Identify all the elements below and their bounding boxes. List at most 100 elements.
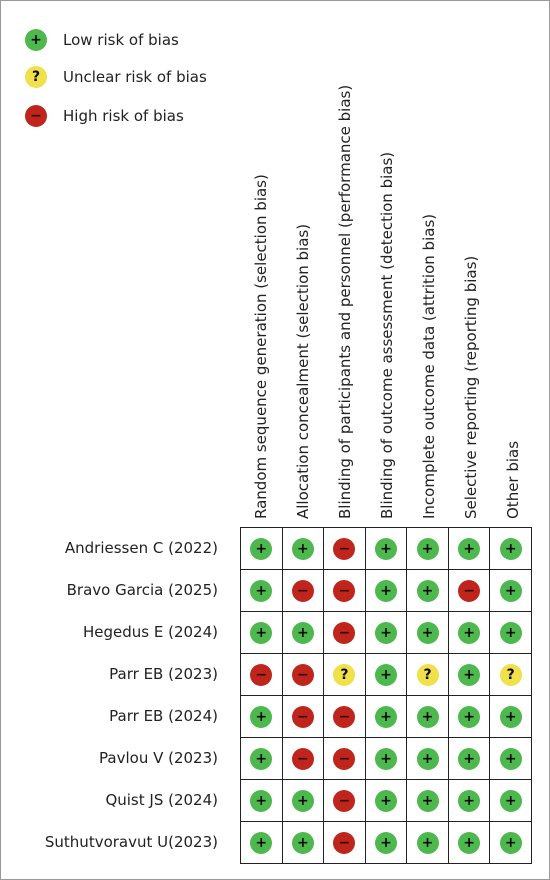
high-risk-icon: − bbox=[291, 705, 314, 728]
low-risk-icon: + bbox=[250, 705, 273, 728]
legend-label-unclear: Unclear risk of bias bbox=[63, 68, 207, 86]
grid-cell: + bbox=[447, 653, 491, 696]
grid-cell: + bbox=[281, 527, 325, 570]
grid-cell: + bbox=[240, 779, 283, 822]
grid-cell: + bbox=[447, 527, 491, 570]
grid-cell: − bbox=[323, 737, 366, 780]
legend-item-high: − High risk of bias bbox=[25, 103, 184, 129]
high-risk-icon: − bbox=[333, 579, 356, 602]
grid-cell: + bbox=[240, 695, 283, 738]
grid-cell: − bbox=[323, 569, 366, 612]
unclear-risk-icon: ? bbox=[499, 663, 522, 686]
grid-cell: + bbox=[364, 695, 408, 738]
high-risk-icon: − bbox=[333, 705, 356, 728]
column-header-7: Other bias bbox=[502, 441, 524, 519]
low-risk-icon: + bbox=[250, 621, 273, 644]
high-risk-icon: − bbox=[25, 105, 47, 127]
grid-cell: − bbox=[323, 821, 366, 864]
low-risk-icon: + bbox=[416, 621, 439, 644]
grid-cell: + bbox=[489, 569, 532, 612]
low-risk-icon: + bbox=[499, 537, 522, 560]
column-header-6: Selective reporting (reporting bias) bbox=[460, 256, 482, 519]
low-risk-icon: + bbox=[458, 789, 481, 812]
grid-cell: + bbox=[364, 611, 408, 654]
grid-cell: + bbox=[447, 821, 491, 864]
column-header-label: Selective reporting (reporting bias) bbox=[462, 255, 480, 519]
grid-cell: + bbox=[364, 527, 408, 570]
study-label: Parr EB (2023) bbox=[109, 665, 218, 683]
low-risk-icon: + bbox=[499, 747, 522, 770]
grid-cell: − bbox=[323, 779, 366, 822]
low-risk-icon: + bbox=[250, 579, 273, 602]
column-header-label: Other bias bbox=[504, 440, 522, 519]
high-risk-icon: − bbox=[458, 579, 481, 602]
table-row: + + − + + + + bbox=[240, 527, 532, 570]
grid-cell: + bbox=[447, 611, 491, 654]
low-risk-icon: + bbox=[458, 621, 481, 644]
grid-cell: + bbox=[406, 527, 449, 570]
low-risk-icon: + bbox=[458, 831, 481, 854]
low-risk-icon: + bbox=[374, 663, 397, 686]
high-risk-icon: − bbox=[291, 747, 314, 770]
grid-cell: − bbox=[281, 569, 325, 612]
unclear-risk-icon: ? bbox=[25, 66, 47, 88]
low-risk-icon: + bbox=[374, 705, 397, 728]
table-row: − −? +? +? bbox=[240, 653, 532, 696]
grid-cell: + bbox=[489, 695, 532, 738]
column-header-2: Allocation concealment (selection bias) bbox=[292, 224, 314, 519]
grid-cell: + bbox=[447, 779, 491, 822]
grid-cell: + bbox=[406, 737, 449, 780]
legend-label-low: Low risk of bias bbox=[63, 31, 179, 49]
study-label: Pavlou V (2023) bbox=[99, 749, 218, 767]
low-risk-icon: + bbox=[374, 537, 397, 560]
low-risk-icon: + bbox=[416, 747, 439, 770]
grid-cell: + bbox=[281, 779, 325, 822]
grid-cell: ? bbox=[406, 653, 449, 696]
grid-cell: + bbox=[364, 569, 408, 612]
low-risk-icon: + bbox=[374, 579, 397, 602]
low-risk-icon: + bbox=[374, 621, 397, 644]
low-risk-icon: + bbox=[416, 831, 439, 854]
low-risk-icon: + bbox=[416, 579, 439, 602]
study-label: Andriessen C (2022) bbox=[64, 539, 218, 557]
low-risk-icon: + bbox=[291, 621, 314, 644]
low-risk-icon: + bbox=[250, 537, 273, 560]
legend-item-unclear: ? Unclear risk of bias bbox=[25, 64, 207, 90]
table-row: + − − + + + + bbox=[240, 695, 532, 738]
grid-cell: + bbox=[406, 611, 449, 654]
study-label: Bravo Garcia (2025) bbox=[66, 581, 218, 599]
grid-cell: + bbox=[489, 611, 532, 654]
table-row: + + − + + + + bbox=[240, 779, 532, 822]
grid-cell: + bbox=[406, 569, 449, 612]
low-risk-icon: + bbox=[374, 789, 397, 812]
low-risk-icon: + bbox=[499, 621, 522, 644]
low-risk-icon: + bbox=[458, 537, 481, 560]
low-risk-icon: + bbox=[416, 789, 439, 812]
low-risk-icon: + bbox=[250, 789, 273, 812]
column-header-label: Blinding of participants and personnel (… bbox=[336, 84, 354, 519]
grid-cell: − bbox=[323, 611, 366, 654]
grid-cell: − bbox=[323, 695, 366, 738]
high-risk-icon: − bbox=[333, 747, 356, 770]
low-risk-icon: + bbox=[499, 831, 522, 854]
low-risk-icon: + bbox=[416, 537, 439, 560]
column-header-3: Blinding of participants and personnel (… bbox=[334, 85, 356, 519]
column-header-label: Random sequence generation (selection bi… bbox=[252, 174, 270, 519]
grid-cell: + bbox=[364, 821, 408, 864]
unclear-risk-icon: ? bbox=[416, 663, 439, 686]
study-label: Quist JS (2024) bbox=[105, 791, 218, 809]
table-row: + − − + + + + bbox=[240, 737, 532, 780]
high-risk-icon: − bbox=[333, 789, 356, 812]
grid-cell: + bbox=[406, 821, 449, 864]
high-risk-icon: − bbox=[333, 831, 356, 854]
grid-cell: − bbox=[323, 527, 366, 570]
table-row: + + − + + + + bbox=[240, 821, 532, 864]
column-header-label: Allocation concealment (selection bias) bbox=[294, 223, 312, 519]
grid-cell: + bbox=[489, 779, 532, 822]
low-risk-icon: + bbox=[291, 537, 314, 560]
grid-cell: ? bbox=[489, 653, 532, 696]
study-label: Hegedus E (2024) bbox=[83, 623, 218, 641]
low-risk-icon: + bbox=[458, 663, 481, 686]
grid-cell: + bbox=[281, 821, 325, 864]
